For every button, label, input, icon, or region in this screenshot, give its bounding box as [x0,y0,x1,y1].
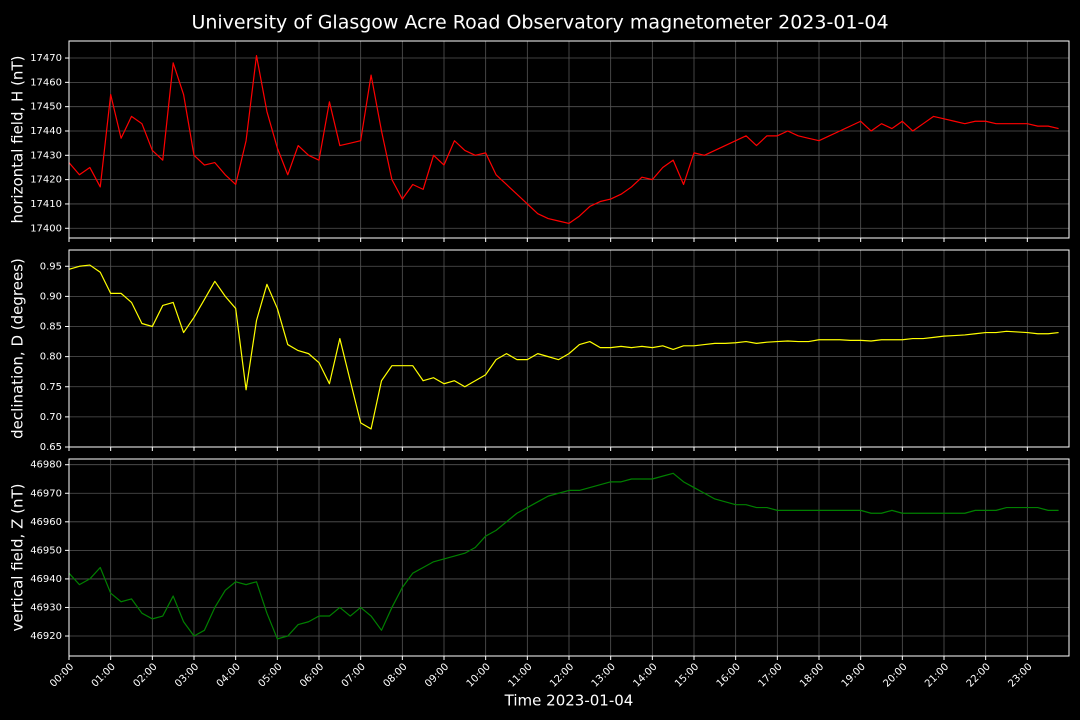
y-tick-label: 17470 [30,53,62,64]
y-axis-label: declination, D (degrees) [9,258,27,439]
y-axis-label: vertical field, Z (nT) [9,483,27,631]
y-tick-label: 17420 [30,175,62,186]
axes-frame [68,40,1070,239]
axes-frame [68,458,1070,657]
y-tick-label: 0.85 [40,322,62,333]
data-line [68,54,1059,225]
y-tick-label: 17430 [30,150,62,161]
data-line [68,264,1059,430]
y-tick-label: 0.80 [40,352,62,363]
y-tick-label: 46940 [30,574,62,585]
y-tick-label: 17400 [30,223,62,234]
y-tick-label: 0.75 [40,382,62,393]
y-tick-label: 17440 [30,126,62,137]
axes-frame [68,249,1070,448]
figure-title: University of Glasgow Acre Road Observat… [191,12,888,34]
y-axis-label: horizontal field, H (nT) [9,56,27,224]
y-tick-label: 46930 [30,602,62,613]
y-tick-label: 17450 [30,102,62,113]
y-tick-label: 17460 [30,77,62,88]
y-tick-label: 17410 [30,199,62,210]
y-tick-label: 0.90 [40,291,62,302]
y-tick-label: 46920 [30,631,62,642]
y-tick-label: 0.65 [40,442,62,453]
y-tick-label: 46970 [30,488,62,499]
y-tick-label: 46980 [30,460,62,471]
x-axis-label: Time 2023-01-04 [504,692,634,710]
y-tick-label: 46950 [30,545,62,556]
y-tick-label: 0.95 [40,261,62,272]
y-tick-label: 46960 [30,517,62,528]
data-line [68,472,1059,640]
y-tick-label: 0.70 [40,412,62,423]
